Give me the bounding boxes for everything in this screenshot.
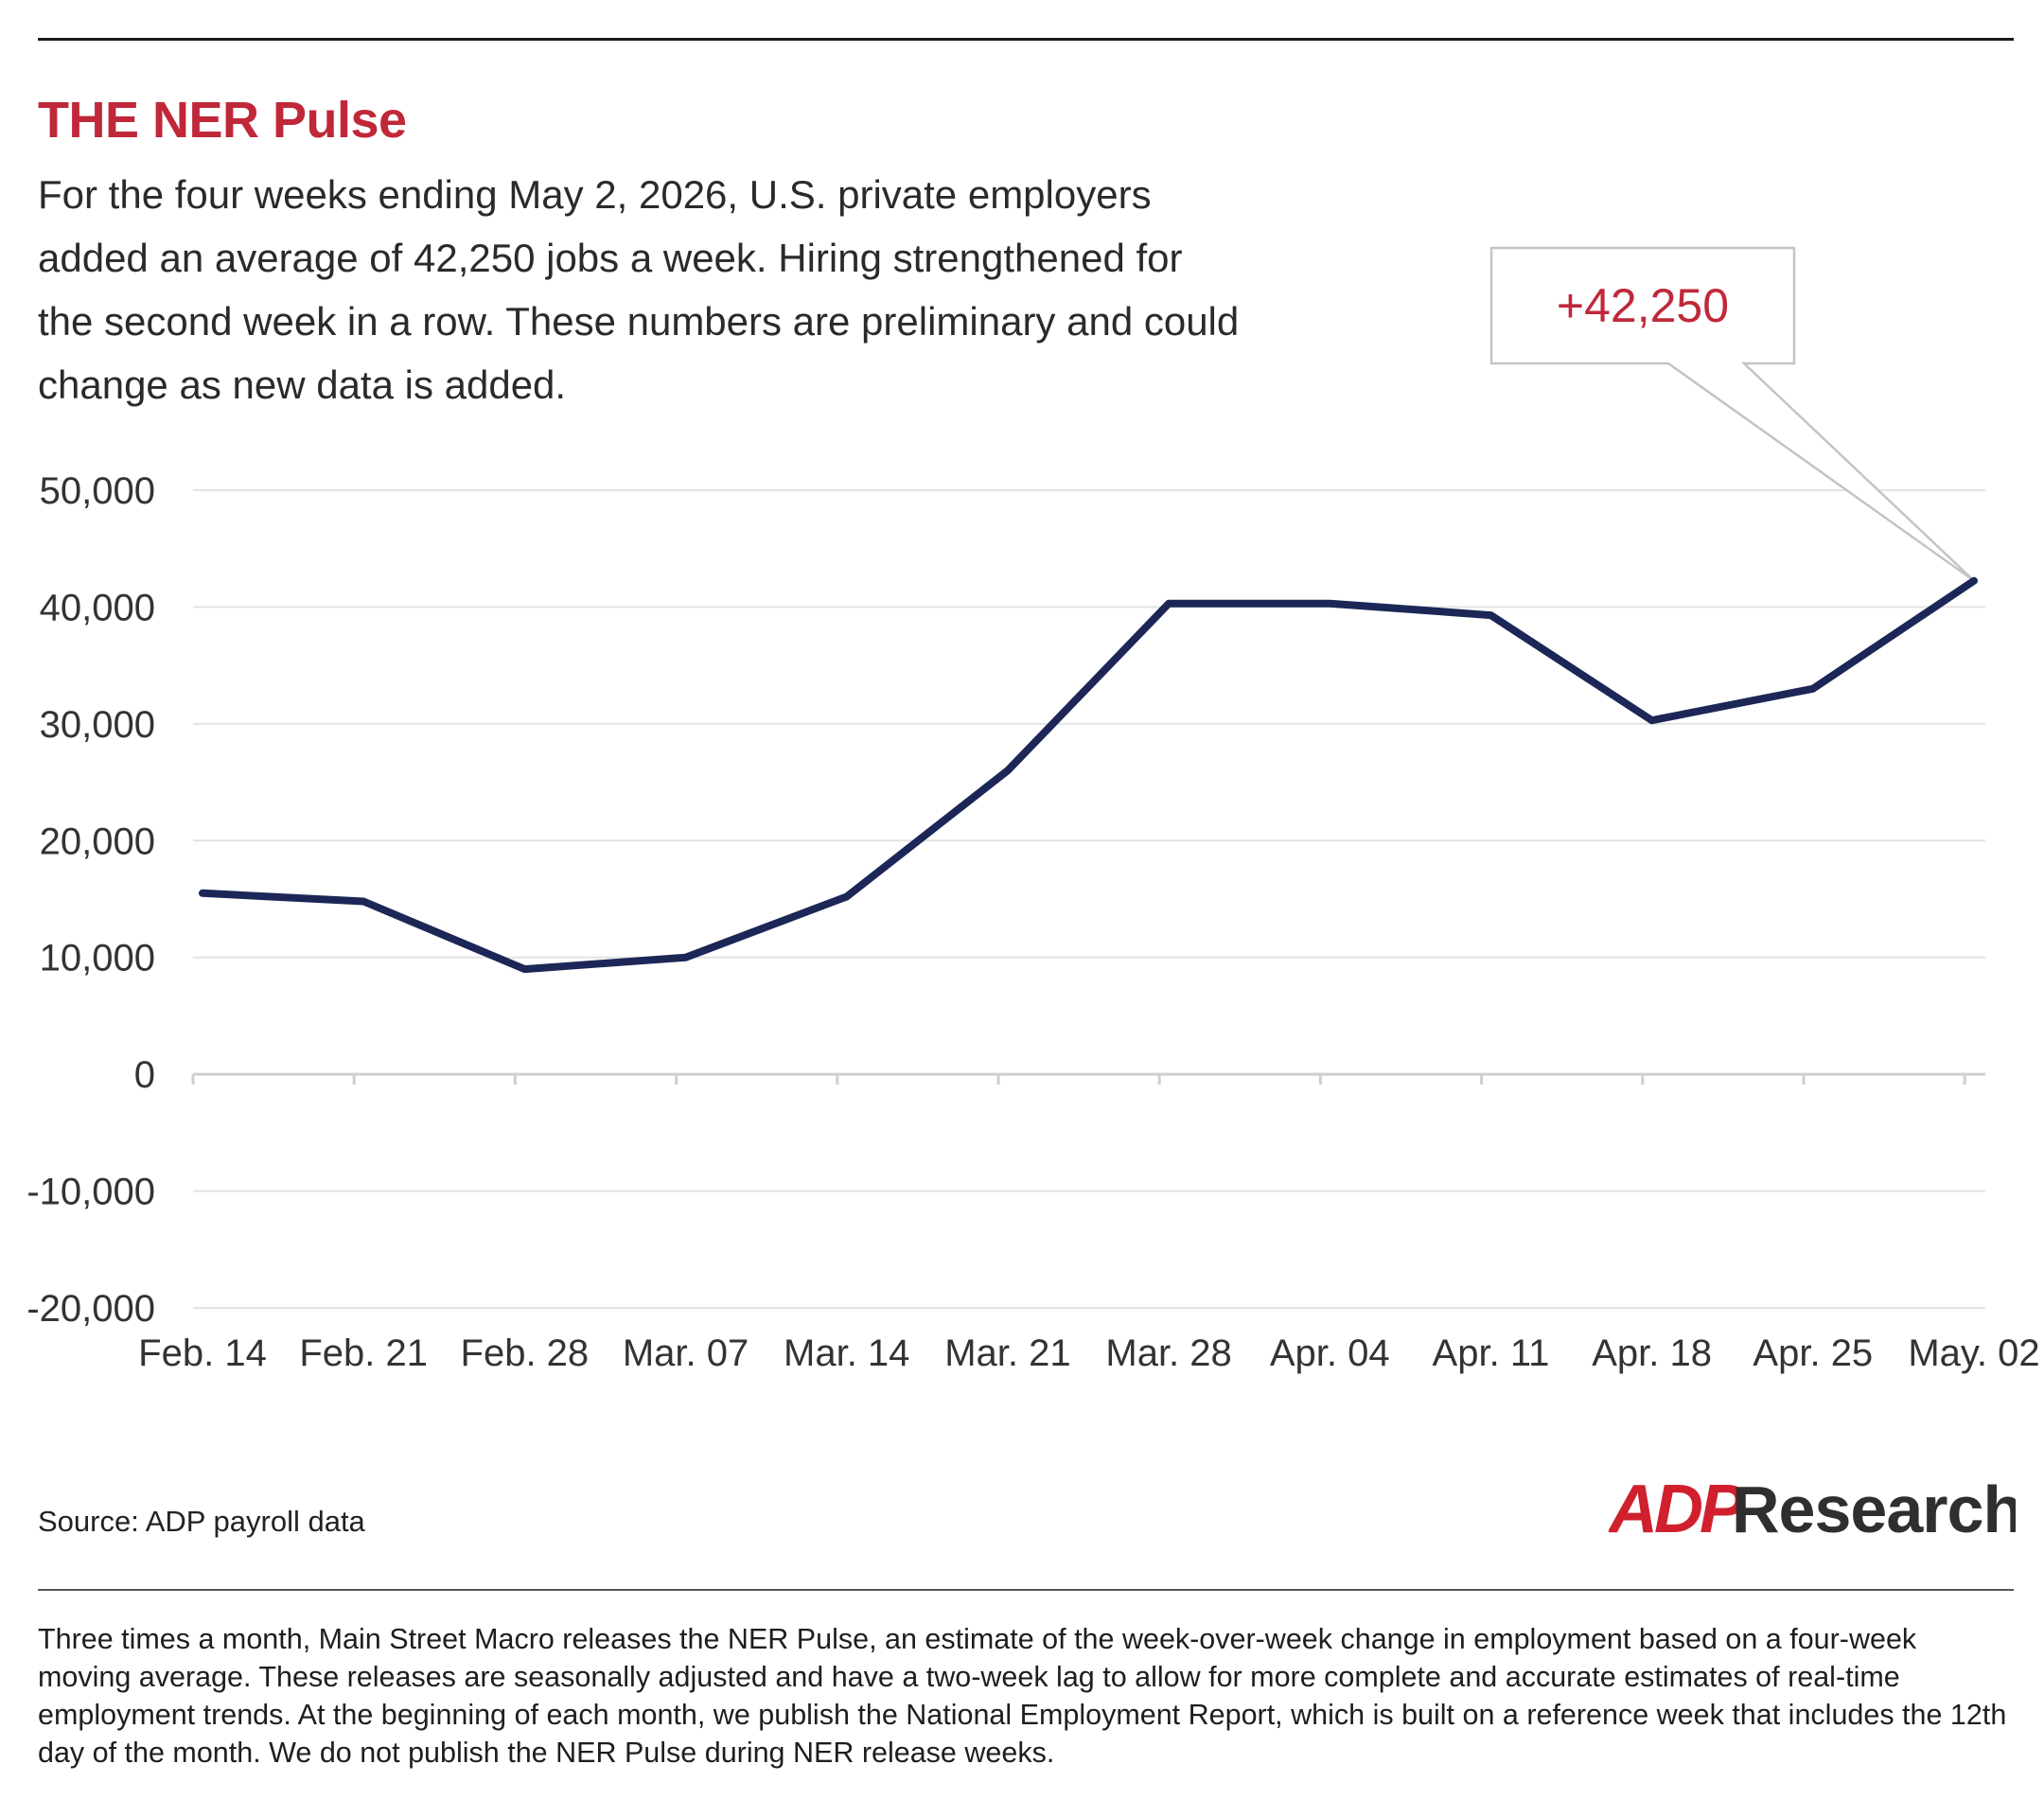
data-point — [1650, 719, 1653, 722]
top-rule — [38, 38, 2014, 41]
x-tick-label: Mar. 14 — [784, 1332, 909, 1374]
x-tick-label: Mar. 28 — [1105, 1332, 1231, 1374]
series-line-group — [199, 576, 1978, 974]
x-tick-label: May. 02 — [1908, 1332, 2039, 1374]
y-tick-label: 20,000 — [40, 820, 155, 862]
bottom-rule — [38, 1589, 2014, 1591]
y-tick-label: -10,000 — [26, 1172, 155, 1213]
x-tick-label: Feb. 28 — [461, 1332, 590, 1374]
grid-lines — [193, 489, 1985, 1309]
x-tick-label: Feb. 14 — [138, 1332, 267, 1374]
data-point — [1811, 687, 1814, 690]
y-tick-label: 50,000 — [40, 470, 155, 512]
data-point — [1489, 614, 1492, 617]
data-point — [202, 891, 203, 894]
y-tick-label: 30,000 — [40, 704, 155, 746]
adp-research-logo: ADP Research — [1609, 1472, 2016, 1544]
value-callout: +42,250 — [1489, 246, 1975, 582]
data-point — [1168, 602, 1171, 605]
svg-text:ADP: ADP — [1609, 1472, 1746, 1544]
x-tick-label: Mar. 21 — [944, 1332, 1070, 1374]
line-chart: 50,000 40,000 30,000 20,000 10,000 0 -10,000 -2… — [26, 246, 2040, 1374]
x-tick-label: Mar. 07 — [623, 1332, 749, 1374]
x-tick-label: Feb. 21 — [299, 1332, 428, 1374]
x-tick-label: Apr. 25 — [1753, 1332, 1873, 1374]
data-point — [362, 900, 365, 903]
y-tick-label: 0 — [134, 1054, 155, 1096]
data-point — [1329, 602, 1331, 605]
chart-title: THE NER Pulse — [38, 92, 407, 149]
data-point — [684, 956, 687, 959]
x-axis — [191, 1072, 1985, 1085]
methodology-note: Three times a month, Main Street Macro r… — [38, 1623, 2007, 1769]
x-tick-label: Apr. 11 — [1433, 1332, 1550, 1374]
y-tick-label: -20,000 — [26, 1288, 155, 1330]
callout-label: +42,250 — [1557, 279, 1729, 332]
data-point — [1973, 579, 1975, 582]
data-point — [523, 968, 526, 971]
svg-text:Research: Research — [1732, 1473, 2016, 1544]
x-tick-label: Apr. 18 — [1592, 1332, 1712, 1374]
data-point — [1006, 769, 1009, 772]
x-tick-label: Apr. 04 — [1270, 1332, 1390, 1374]
data-point — [845, 895, 848, 898]
series-line — [199, 576, 1978, 974]
chart-description: For the four weeks ending May 2, 2026, U… — [38, 172, 1240, 407]
callout-box — [1489, 246, 1975, 582]
y-axis-tick-labels: 50,000 40,000 30,000 20,000 10,000 0 -10,000 -2… — [26, 470, 155, 1330]
x-axis-tick-labels: Feb. 14 Feb. 21 Feb. 28 Mar. 07 Mar. 14 Mar. … — [138, 1332, 2039, 1374]
y-tick-label: 10,000 — [40, 938, 155, 979]
source-note: Source: ADP payroll data — [38, 1505, 365, 1538]
y-tick-label: 40,000 — [40, 587, 155, 628]
